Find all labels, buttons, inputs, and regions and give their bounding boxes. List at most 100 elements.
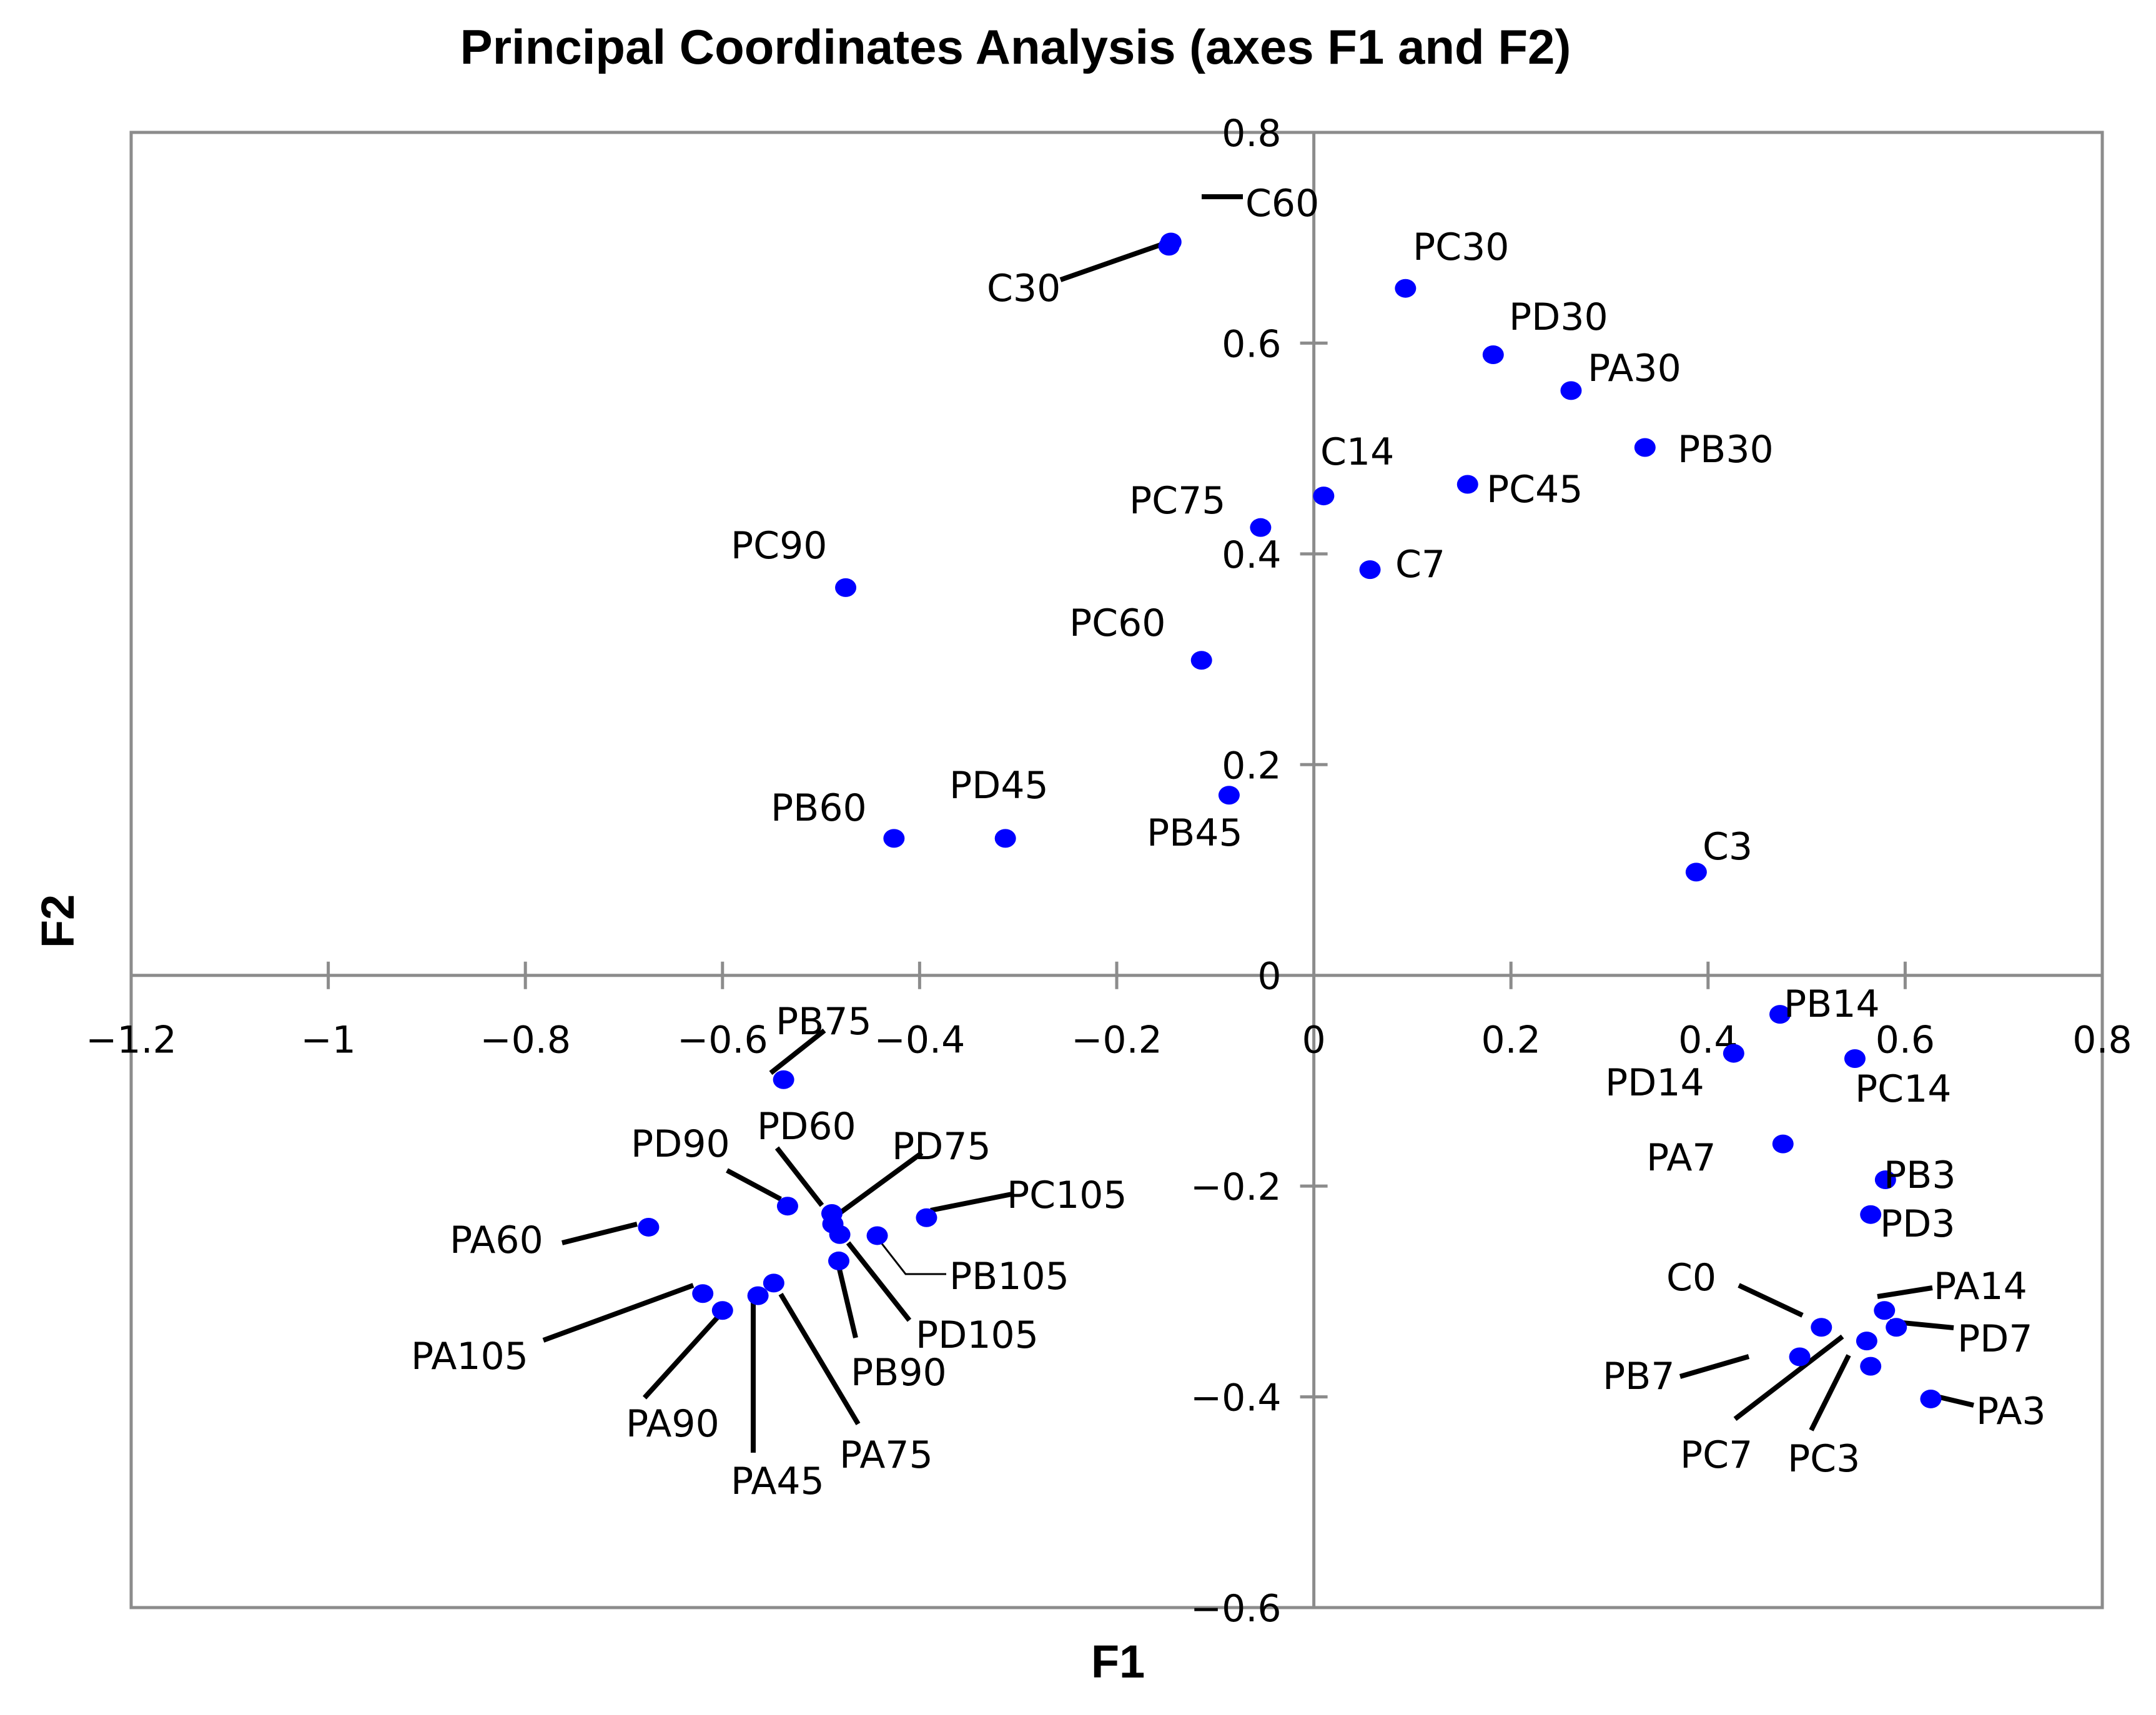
point-label-pc3: PC3 bbox=[1788, 1437, 1860, 1481]
axes-group: −1.2 −1 −0.8 −0.6 −0.4 −0.2 0 0.2 0.4 0.6 0.8 −0.6 −… bbox=[86, 112, 2132, 1631]
data-point-pb45 bbox=[1218, 786, 1240, 805]
data-point-pb60 bbox=[883, 829, 905, 848]
leader-line-pd90 bbox=[726, 1168, 782, 1202]
data-point-pb7 bbox=[1789, 1347, 1811, 1367]
y-tick-label: −0.4 bbox=[1190, 1376, 1282, 1420]
leader-line-pd105 bbox=[846, 1241, 912, 1322]
x-tick-label: −0.8 bbox=[480, 1019, 571, 1062]
leader-line-pb105 bbox=[873, 1233, 946, 1275]
y-tick-label: 0.4 bbox=[1222, 533, 1281, 577]
leader-line-pa14 bbox=[1877, 1285, 1933, 1299]
data-point-pc60 bbox=[1190, 651, 1212, 670]
point-label-pc14: PC14 bbox=[1855, 1067, 1951, 1111]
point-label-pd45: PD45 bbox=[949, 764, 1049, 808]
point-label-pb90: PB90 bbox=[851, 1351, 947, 1395]
x-tick-label: 0 bbox=[1302, 1019, 1326, 1062]
y-tick-label: 0.2 bbox=[1222, 744, 1281, 788]
data-point-pb105 bbox=[866, 1226, 888, 1245]
point-label-pd105: PD105 bbox=[916, 1313, 1039, 1357]
data-point-pd3 bbox=[1860, 1205, 1882, 1224]
point-label-pb75: PB75 bbox=[776, 1000, 872, 1044]
point-label-pd90: PD90 bbox=[631, 1122, 730, 1166]
point-label-pd3: PD3 bbox=[1880, 1202, 1956, 1246]
leader-line-pd60 bbox=[774, 1146, 824, 1207]
y-axis-title: F2 bbox=[32, 894, 84, 948]
data-point-pd7 bbox=[1886, 1318, 1907, 1337]
point-label-c7: C7 bbox=[1395, 543, 1445, 586]
data-point-pa90 bbox=[711, 1301, 733, 1320]
point-label-pb45: PB45 bbox=[1147, 811, 1243, 855]
x-tick-label: −0.6 bbox=[677, 1019, 768, 1062]
data-point-pa75 bbox=[763, 1273, 784, 1293]
point-label-pc90: PC90 bbox=[731, 524, 827, 568]
leader-line-pb7 bbox=[1679, 1354, 1750, 1379]
x-tick-label: 0.6 bbox=[1876, 1019, 1935, 1062]
point-labels-group: C60C30PC30PD30PA30PB30C14PC45PC75C7PC90P… bbox=[411, 182, 2046, 1503]
data-points-group bbox=[638, 232, 1942, 1408]
data-point-c3 bbox=[1685, 862, 1707, 882]
data-point-pa30 bbox=[1560, 381, 1582, 400]
point-label-pd30: PD30 bbox=[1509, 295, 1608, 339]
data-point-pc90 bbox=[835, 578, 857, 597]
point-label-pc30: PC30 bbox=[1413, 225, 1509, 269]
chart-title: Principal Coordinates Analysis (axes F1 … bbox=[460, 19, 1571, 74]
data-point-pc3 bbox=[1860, 1357, 1882, 1376]
data-point-pc105 bbox=[916, 1208, 937, 1227]
data-point-c30 bbox=[1158, 237, 1180, 256]
point-label-c14: C14 bbox=[1320, 430, 1394, 474]
y-tick-label: −0.2 bbox=[1190, 1165, 1282, 1209]
leader-line-pa105 bbox=[542, 1283, 695, 1343]
point-label-pa90: PA90 bbox=[626, 1402, 719, 1446]
data-point-pb75 bbox=[773, 1070, 794, 1089]
data-point-pc45 bbox=[1456, 475, 1478, 494]
leader-line-pc7 bbox=[1733, 1334, 1844, 1421]
data-point-pb14 bbox=[1769, 1005, 1791, 1024]
point-label-pc7: PC7 bbox=[1680, 1433, 1753, 1477]
leader-line-c30 bbox=[1059, 241, 1165, 282]
data-point-pd45 bbox=[994, 829, 1016, 848]
y-tick-label: −0.6 bbox=[1190, 1587, 1282, 1631]
x-tick-label: −1 bbox=[300, 1019, 355, 1062]
leader-line-pb75 bbox=[769, 1028, 826, 1075]
data-point-pc30 bbox=[1395, 279, 1417, 298]
leader-line-pa90 bbox=[643, 1315, 720, 1400]
leader-line-pd75 bbox=[831, 1150, 924, 1220]
point-label-pb14: PB14 bbox=[1784, 982, 1880, 1026]
x-tick-label: −1.2 bbox=[86, 1019, 177, 1062]
leader-lines-group bbox=[542, 194, 1974, 1453]
point-label-pa60: PA60 bbox=[450, 1218, 543, 1262]
data-point-pc14 bbox=[1844, 1049, 1866, 1068]
point-label-pc60: PC60 bbox=[1069, 601, 1165, 645]
point-label-pd60: PD60 bbox=[757, 1105, 856, 1149]
point-label-c3: C3 bbox=[1703, 825, 1753, 869]
data-point-pd30 bbox=[1482, 345, 1504, 364]
point-label-pc105: PC105 bbox=[1007, 1174, 1127, 1217]
data-point-pd105 bbox=[829, 1225, 851, 1244]
point-label-pd14: PD14 bbox=[1605, 1061, 1704, 1105]
point-label-c0: C0 bbox=[1666, 1256, 1716, 1300]
data-point-c7 bbox=[1359, 560, 1381, 580]
point-label-pa14: PA14 bbox=[1934, 1265, 2027, 1308]
data-point-pa105 bbox=[692, 1284, 714, 1303]
data-point-pa45 bbox=[747, 1286, 769, 1305]
point-label-pb60: PB60 bbox=[771, 786, 867, 830]
data-point-pb3 bbox=[1874, 1170, 1896, 1190]
y-tick-label: 0 bbox=[1257, 955, 1281, 999]
point-label-pa30: PA30 bbox=[1588, 347, 1681, 390]
point-label-pd75: PD75 bbox=[892, 1125, 991, 1169]
x-axis-title: F1 bbox=[1091, 1636, 1145, 1688]
leader-line-pb90 bbox=[837, 1268, 858, 1338]
plot-frame bbox=[129, 131, 2104, 1609]
point-label-pc45: PC45 bbox=[1486, 468, 1583, 512]
leader-line-pc3 bbox=[1809, 1354, 1851, 1431]
data-point-pa60 bbox=[638, 1217, 660, 1237]
point-label-pd7: PD7 bbox=[1957, 1317, 2033, 1361]
x-tick-label: 0.2 bbox=[1481, 1019, 1540, 1062]
data-point-c0 bbox=[1811, 1318, 1832, 1337]
y-tick-label: 0.8 bbox=[1222, 112, 1281, 156]
x-tick-label: −0.2 bbox=[1071, 1019, 1162, 1062]
x-tick-label: −0.4 bbox=[874, 1019, 966, 1062]
data-point-pd90 bbox=[776, 1197, 798, 1216]
